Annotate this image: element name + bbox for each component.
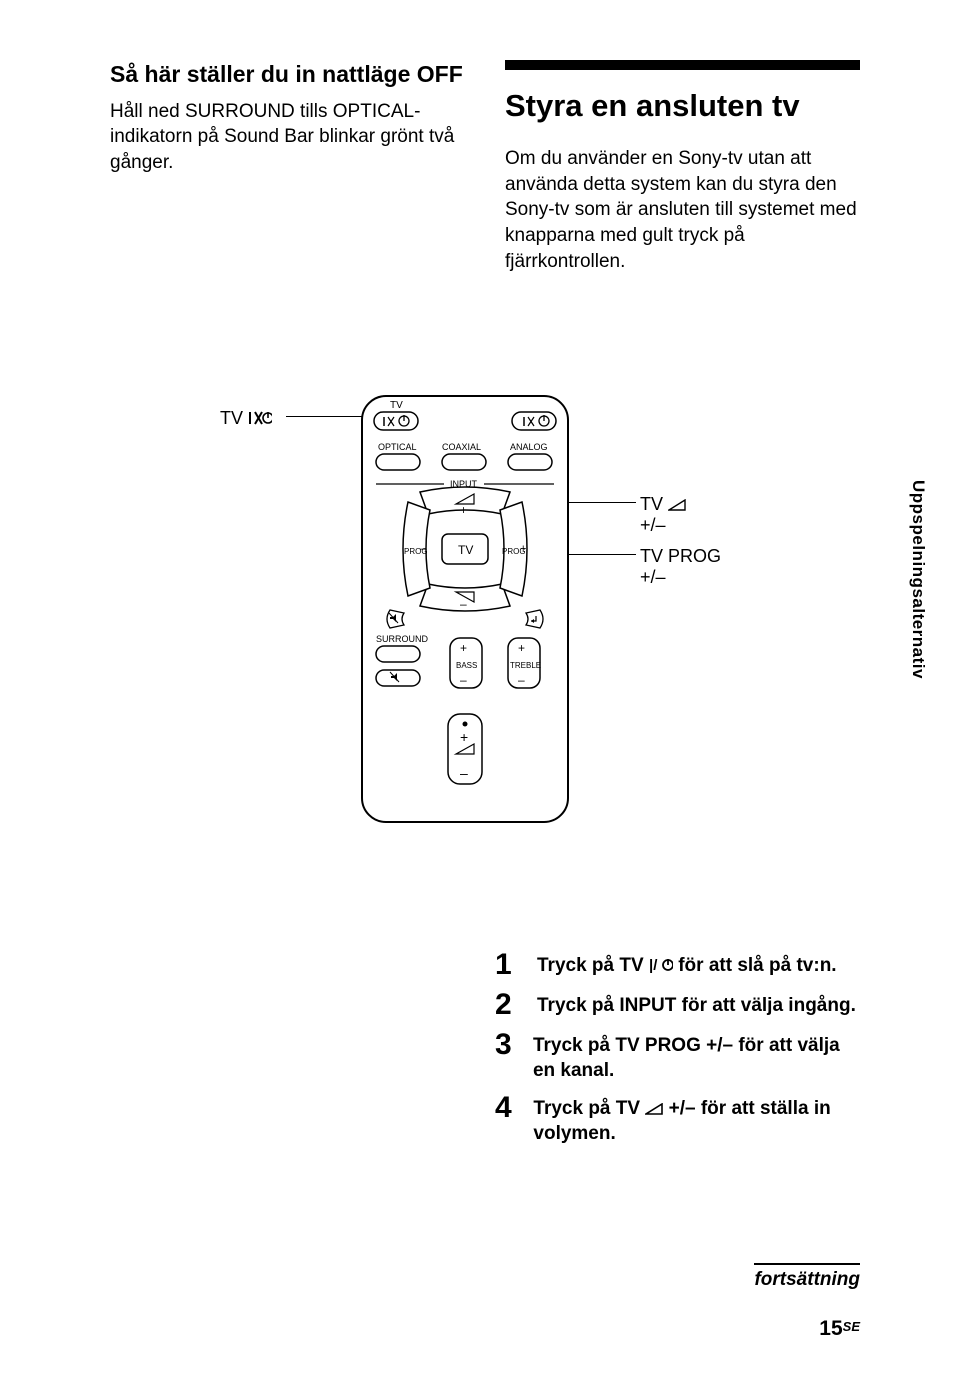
left-heading: Så här ställer du in nattläge OFF [110, 60, 465, 89]
section-rule [505, 60, 860, 70]
callout-tv-power: TV [220, 408, 272, 429]
remote-illustration: TV OPTICAL COAXIAL ANALOG [360, 394, 570, 824]
svg-text:–: – [460, 597, 467, 611]
remote-figure: TV TV +/– TV PROG+/– TV [0, 394, 960, 824]
btn-surround [376, 646, 420, 662]
remote-tv-label: TV [390, 400, 403, 411]
svg-text:+: + [518, 641, 525, 655]
btn-analog [508, 454, 552, 470]
right-title: Styra en ansluten tv [505, 88, 860, 124]
page-number: 15SE [819, 1317, 860, 1341]
continuation-label: fortsättning [754, 1263, 860, 1291]
svg-text:–: – [420, 543, 427, 555]
svg-text:+: + [460, 729, 468, 745]
right-intro: Om du använder en Sony-tv utan att använ… [505, 146, 860, 274]
svg-text:OPTICAL: OPTICAL [378, 442, 417, 452]
step-3: 3 Tryck på TV PROG +/– för att välja en … [495, 1030, 865, 1083]
callout-tv-prog: TV PROG+/– [640, 546, 721, 588]
btn-power [512, 412, 556, 430]
btn-vol-main: + – [448, 714, 482, 784]
svg-text:+: + [460, 503, 467, 517]
svg-text:SURROUND: SURROUND [376, 634, 429, 644]
svg-text:TREBLE: TREBLE [510, 661, 541, 670]
svg-text:–: – [518, 673, 525, 687]
left-column: Så här ställer du in nattläge OFF Håll n… [110, 60, 465, 274]
volume-icon [645, 1103, 663, 1115]
left-body: Håll ned SURROUND tills OPTICAL-indikato… [110, 99, 465, 176]
btn-optical [376, 454, 420, 470]
svg-text:TV: TV [458, 543, 473, 557]
power-icon: |/ [649, 957, 673, 973]
svg-text:|/: |/ [649, 957, 658, 973]
svg-text:–: – [460, 765, 468, 781]
callout-tv-vol: TV +/– [640, 494, 686, 536]
btn-tv-power [374, 412, 418, 430]
svg-text:ANALOG: ANALOG [510, 442, 548, 452]
svg-text:BASS: BASS [456, 661, 477, 670]
step-1: 1 Tryck på TV |/ för att slå på tv:n. [495, 950, 865, 980]
btn-return-r [526, 610, 543, 628]
btn-coaxial [442, 454, 486, 470]
page-columns: Så här ställer du in nattläge OFF Håll n… [0, 0, 960, 274]
svg-text:COAXIAL: COAXIAL [442, 442, 481, 452]
steps-list: 1 Tryck på TV |/ för att slå på tv:n. 2 … [495, 950, 865, 1157]
remote-wrap: TV TV +/– TV PROG+/– TV [180, 394, 780, 824]
svg-text:+: + [460, 641, 467, 655]
btn-mute2 [376, 670, 420, 686]
svg-text:–: – [460, 673, 467, 687]
svg-text:+: + [520, 543, 526, 555]
step-2: 2 Tryck på INPUT för att välja ingång. [495, 990, 865, 1020]
step-4: 4 Tryck på TV +/– för att ställa in voly… [495, 1093, 865, 1146]
right-column: Styra en ansluten tv Om du använder en S… [505, 60, 860, 274]
